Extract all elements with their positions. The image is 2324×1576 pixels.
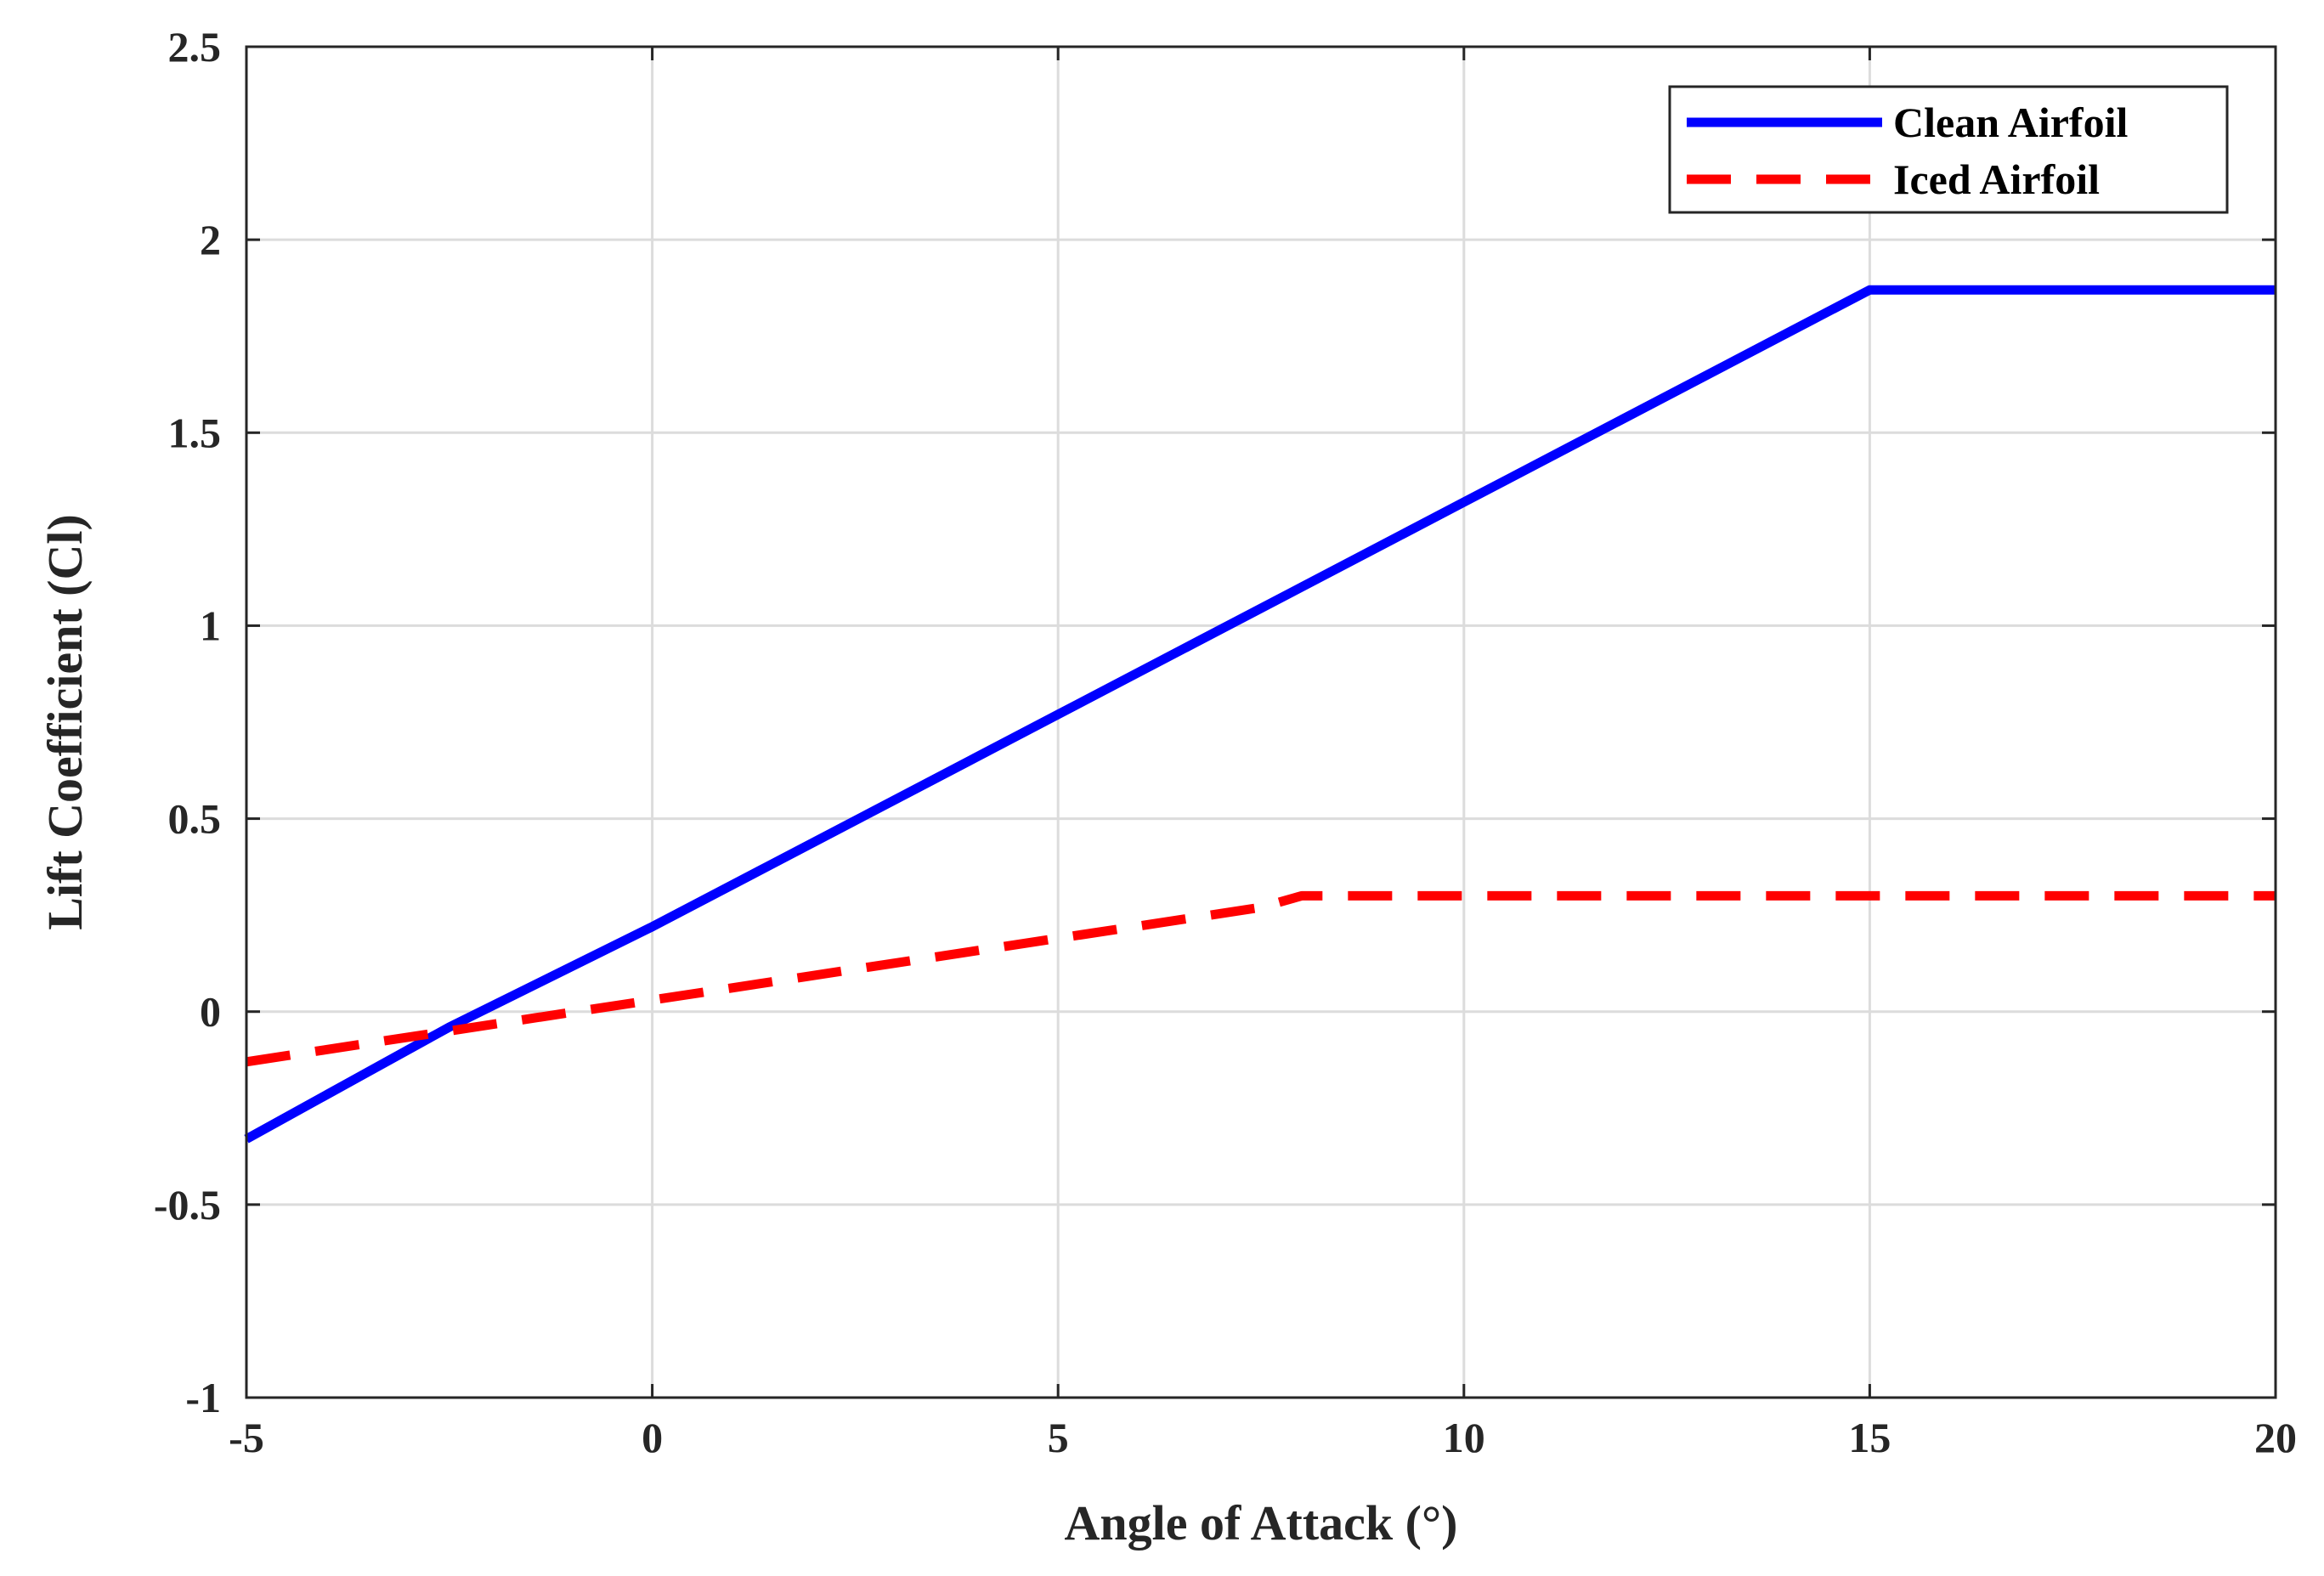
legend-label-clean-airfoil: Clean Airfoil	[1893, 99, 2128, 146]
legend-label-iced-airfoil: Iced Airfoil	[1893, 155, 2100, 203]
x-tick-label: 15	[1848, 1414, 1891, 1461]
series-line-0	[244, 285, 2276, 1144]
y-tick-label: 2.5	[168, 23, 222, 71]
y-tick-label: 2	[200, 216, 221, 263]
x-tick-label: -5	[229, 1414, 264, 1461]
x-tick-label: 5	[1048, 1414, 1069, 1461]
legend-box	[1668, 85, 2229, 214]
x-tick-label: 20	[2254, 1414, 2297, 1461]
grid	[245, 45, 2277, 1399]
x-tick-label: 10	[1443, 1414, 1485, 1461]
y-tick-label: 0.5	[168, 795, 222, 843]
series-line-1	[246, 890, 2276, 1067]
legend: Clean Airfoil Iced Airfoil	[1668, 85, 2229, 214]
series-layer	[244, 285, 2276, 1144]
y-tick-label: 1	[200, 602, 221, 649]
y-tick-label: 1.5	[168, 409, 222, 456]
plot-frame	[245, 45, 2277, 1399]
y-axis-label: Lift Coefficient (Cl)	[37, 514, 93, 930]
y-tick-label: 0	[200, 988, 221, 1036]
x-tick-label: 0	[642, 1414, 663, 1461]
x-axis-label: Angle of Attack (°)	[1065, 1495, 1458, 1551]
y-tick-label: -0.5	[154, 1181, 221, 1229]
y-tick-label: -1	[185, 1374, 221, 1421]
tick-labels: -5 0 5 10 15 20 -1 -0.5 0 0.5 1 1.5 2 2.5	[154, 23, 2297, 1461]
tick-marks	[245, 45, 2277, 1399]
